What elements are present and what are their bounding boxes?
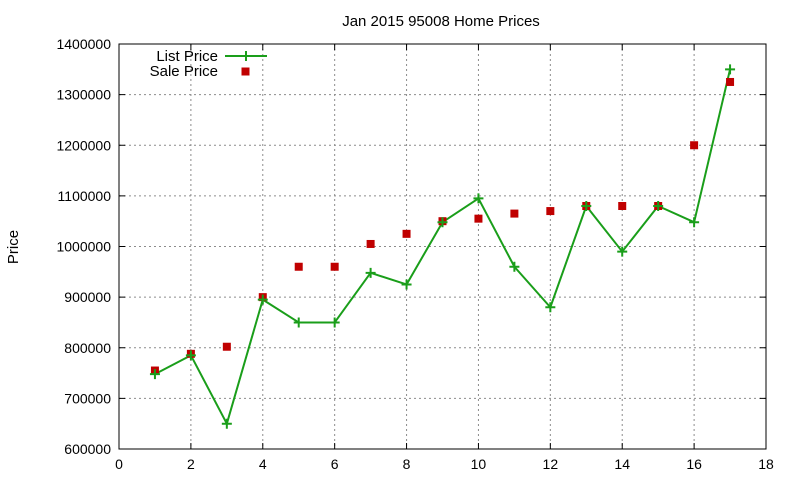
sale-price-point: [690, 141, 699, 150]
x-tick-label: 2: [187, 456, 195, 472]
list-price-point: [689, 217, 700, 228]
sale-price-point: [294, 262, 303, 271]
list-price-point: [653, 201, 664, 211]
axis-ticks: [118, 43, 767, 450]
list-price-point: [257, 294, 268, 305]
grid: [119, 44, 766, 449]
x-tick-label: 18: [758, 456, 774, 472]
y-tick-label: 900000: [64, 289, 111, 305]
y-tick-label: 1100000: [58, 188, 112, 204]
y-tick-label: 800000: [64, 340, 111, 356]
x-tick-label: 12: [543, 456, 559, 472]
list-price-point: [437, 217, 448, 228]
legend-label-sale-price: Sale Price: [150, 63, 218, 80]
sale-price-point: [330, 262, 339, 271]
list-price-point: [293, 317, 304, 328]
list-price-point: [725, 64, 736, 75]
list-price-point: [545, 302, 556, 313]
x-tick-label: 0: [115, 456, 123, 472]
x-tick-labels: 0 2 4 6 8 10 12 14 16 18: [115, 456, 774, 472]
y-tick-label: 600000: [64, 441, 111, 457]
sale-price-point: [474, 214, 483, 223]
list-price-point: [221, 418, 232, 429]
sale-price-point: [402, 229, 411, 238]
x-tick-label: 4: [259, 456, 267, 472]
legend-marker-list-price: [241, 51, 251, 61]
list-price-point: [149, 369, 160, 380]
sale-price-point: [726, 77, 735, 86]
y-tick-label: 1000000: [56, 239, 111, 255]
x-tick-label: 14: [614, 456, 630, 472]
x-tick-label: 8: [403, 456, 411, 472]
list-price-point: [329, 317, 340, 328]
y-tick-label: 700000: [64, 390, 111, 406]
list-price-point: [185, 350, 196, 361]
legend-label-list-price: List Price: [156, 48, 218, 65]
y-axis-title: Price: [5, 230, 22, 264]
y-tick-label: 1200000: [56, 137, 111, 153]
y-tick-labels: 600000 700000 800000 900000 1000000 1100000 12…: [56, 36, 111, 457]
sale-price-point: [366, 239, 375, 248]
x-tick-label: 10: [471, 456, 487, 472]
sale-price-point: [546, 207, 555, 216]
y-tick-label: 1300000: [56, 87, 111, 103]
list-price-point: [509, 261, 520, 272]
legend-marker-sale-price: [241, 67, 250, 76]
list-price-line: [154, 69, 732, 425]
list-price-point: [581, 201, 592, 211]
list-price-point: [473, 193, 484, 204]
y-tick-label: 1400000: [56, 36, 111, 52]
plot-frame: [118, 43, 767, 450]
list-price-point: [617, 246, 628, 257]
list-price-point: [365, 267, 376, 278]
sale-price-point: [618, 202, 627, 210]
sale-price-point: [222, 342, 231, 351]
x-tick-label: 16: [686, 456, 702, 472]
list-price-point: [401, 279, 412, 290]
x-tick-label: 6: [331, 456, 339, 472]
chart-title: Jan 2015 95008 Home Prices: [342, 13, 540, 30]
series: [149, 64, 736, 429]
sale-price-point: [510, 209, 519, 218]
legend: List Price Sale Price: [150, 48, 267, 80]
